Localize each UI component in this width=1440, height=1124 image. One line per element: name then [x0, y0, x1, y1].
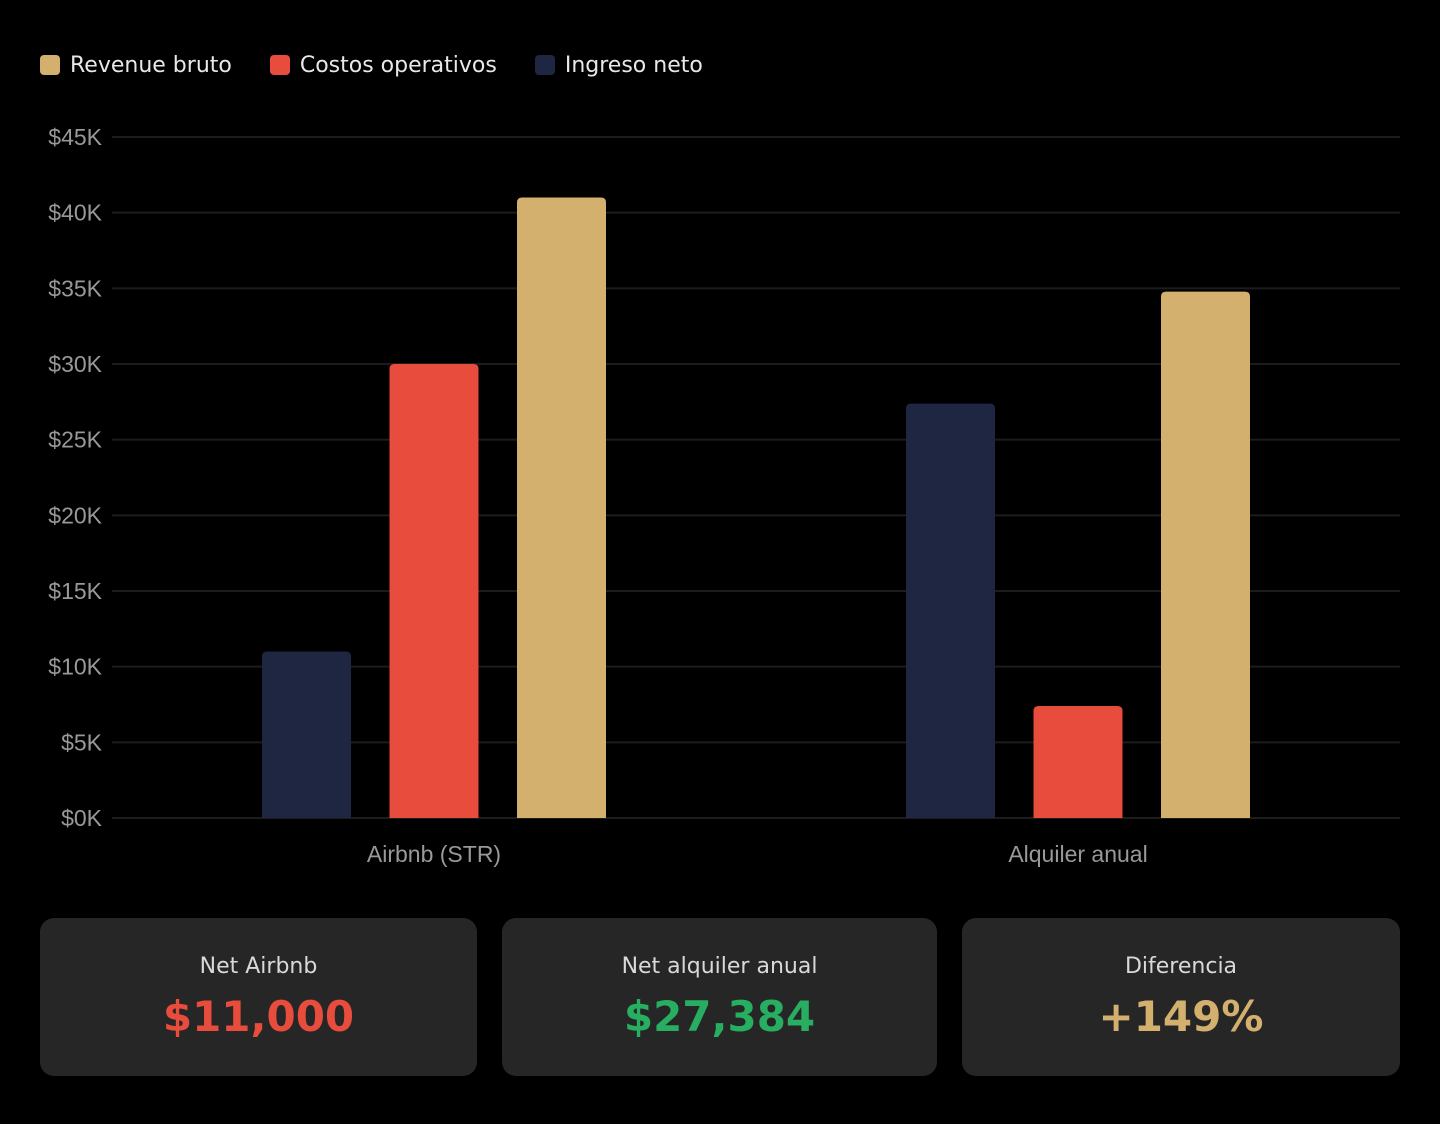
x-tick-label: Airbnb (STR) — [367, 841, 501, 867]
legend-label-ingreso-neto: Ingreso neto — [564, 52, 703, 78]
y-tick-label: $35K — [48, 275, 102, 301]
y-tick-label: $20K — [48, 502, 102, 528]
legend-swatch-revenue-bruto — [40, 55, 60, 75]
card-label: Diferencia — [1124, 954, 1238, 979]
legend-item-ingreso-neto[interactable]: Ingreso neto — [534, 52, 703, 78]
bar — [389, 364, 479, 818]
legend-label-costos-operativos: Costos operativos — [299, 52, 497, 78]
y-tick-label: $45K — [48, 124, 102, 150]
bar — [906, 403, 995, 818]
legend-swatch-costos-operativos — [269, 55, 290, 75]
card-value: +149% — [1098, 992, 1264, 1041]
legend-item-costos-operativos[interactable]: Costos operativos — [269, 52, 497, 78]
y-tick-label: $0K — [61, 805, 103, 831]
bar-chart: $0K $5K $10K $15K $20K $25K $30K $35K $40K $45K Ai… — [48, 124, 1400, 867]
chart-legend: Revenue bruto Costos operativos Ingreso … — [40, 50, 741, 80]
y-tick-label: $15K — [48, 578, 102, 604]
bar — [1161, 291, 1250, 818]
y-tick-label: $25K — [48, 427, 102, 453]
legend-label-revenue-bruto: Revenue bruto — [70, 52, 232, 78]
summary-cards: Net Airbnb $11,000 Net alquiler anual $2… — [40, 918, 1400, 1076]
y-tick-label: $40K — [48, 200, 102, 226]
x-tick-label: Alquiler anual — [1008, 841, 1147, 867]
bar — [517, 197, 606, 819]
card-net-airbnb: Net Airbnb $11,000 — [40, 918, 477, 1076]
y-tick-label: $10K — [48, 654, 102, 680]
bar — [262, 651, 351, 818]
card-label: Net Airbnb — [199, 954, 318, 979]
card-value: $27,384 — [623, 992, 816, 1041]
y-tick-label: $30K — [48, 351, 102, 377]
card-label: Net alquiler anual — [621, 954, 818, 979]
card-value: $11,000 — [162, 992, 355, 1041]
legend-item-revenue-bruto[interactable]: Revenue bruto — [40, 53, 232, 78]
card-diferencia: Diferencia +149% — [962, 918, 1400, 1076]
card-net-alquiler-anual: Net alquiler anual $27,384 — [502, 918, 937, 1076]
y-tick-label: $5K — [61, 729, 103, 755]
bar — [1033, 706, 1123, 818]
legend-swatch-ingreso-neto — [534, 55, 555, 75]
